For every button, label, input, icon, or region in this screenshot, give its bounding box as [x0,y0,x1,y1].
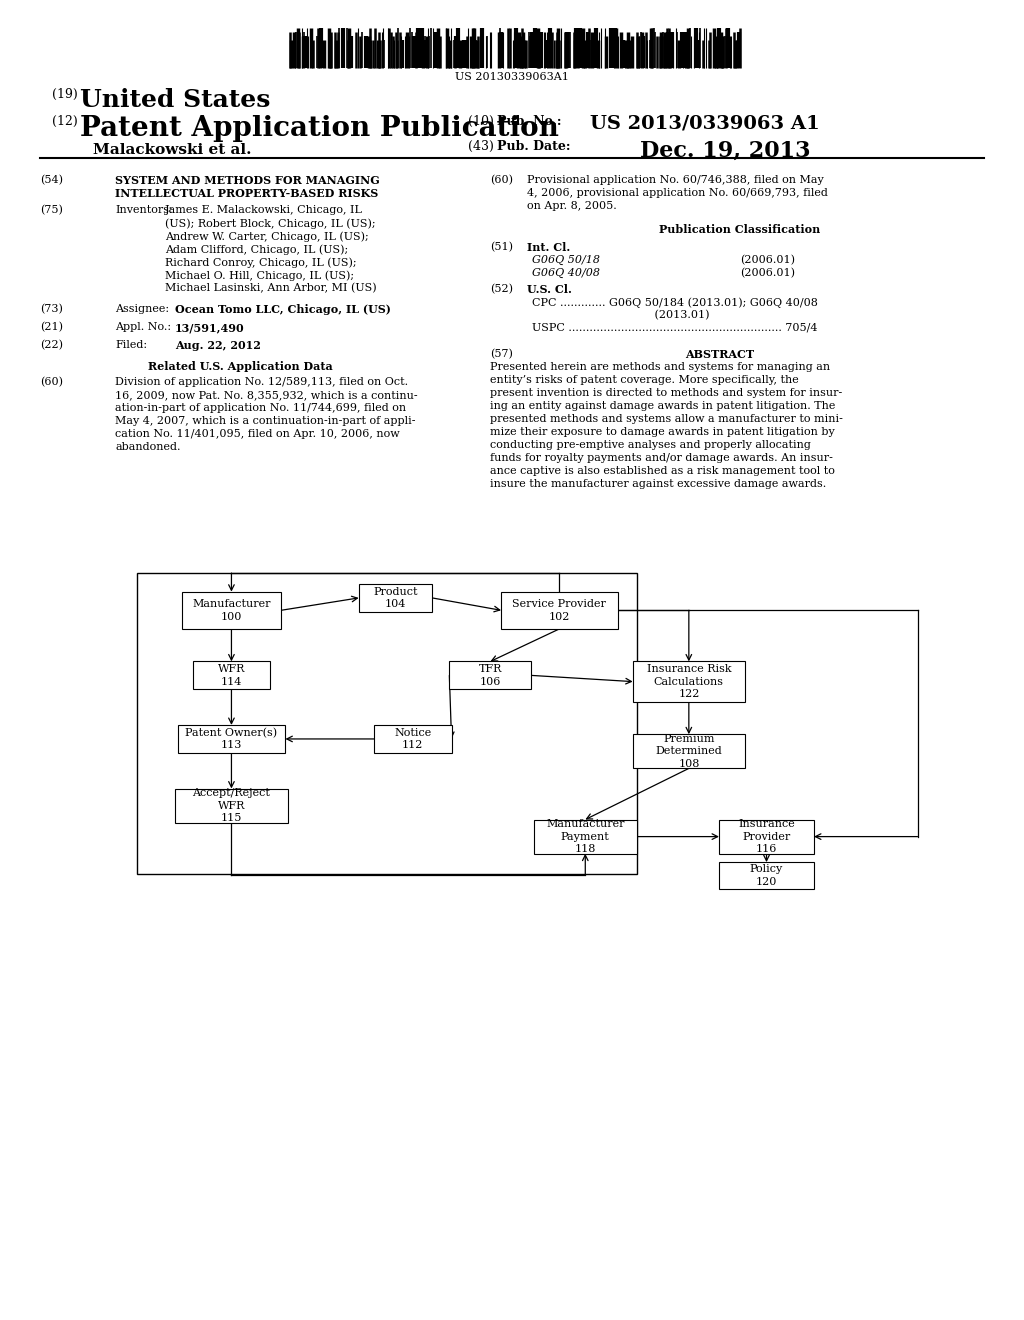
Text: (2006.01): (2006.01) [740,268,795,279]
Bar [136,573,637,874]
Text: Michael O. Hill, Chicago, IL (US);: Michael O. Hill, Chicago, IL (US); [165,271,354,281]
Text: (73): (73) [40,304,62,314]
Text: (2013.01): (2013.01) [532,310,710,321]
Text: Int. Cl.: Int. Cl. [527,242,570,253]
Text: G06Q 50/18: G06Q 50/18 [532,255,600,265]
Bar [633,734,744,768]
Bar [719,862,814,888]
Text: SYSTEM AND METHODS FOR MANAGING: SYSTEM AND METHODS FOR MANAGING [115,176,380,186]
Text: mize their exposure to damage awards in patent litigation by: mize their exposure to damage awards in … [490,426,835,437]
Text: Assignee:: Assignee: [115,304,169,314]
Text: May 4, 2007, which is a continuation-in-part of appli-: May 4, 2007, which is a continuation-in-… [115,416,416,426]
Text: Related U.S. Application Data: Related U.S. Application Data [147,360,333,372]
Text: Dec. 19, 2013: Dec. 19, 2013 [640,140,811,162]
Bar [177,725,286,752]
Text: US 20130339063A1: US 20130339063A1 [455,73,569,82]
Text: Presented herein are methods and systems for managing an: Presented herein are methods and systems… [490,362,830,372]
Text: Aug. 22, 2012: Aug. 22, 2012 [175,341,261,351]
Text: (60): (60) [40,378,63,387]
Text: (60): (60) [490,176,513,185]
Text: Pub. Date:: Pub. Date: [497,140,570,153]
Text: (51): (51) [490,242,513,252]
Text: INTELLECTUAL PROPERTY-BASED RISKS: INTELLECTUAL PROPERTY-BASED RISKS [115,187,378,199]
Text: Inventors:: Inventors: [115,205,173,215]
Text: Malackowski et al.: Malackowski et al. [93,143,252,157]
Bar [534,820,637,854]
Bar [501,591,617,628]
Text: (54): (54) [40,176,63,185]
Text: Publication Classification: Publication Classification [659,224,820,235]
Text: Insurance Risk
Calculations
122: Insurance Risk Calculations 122 [646,664,731,700]
Text: Andrew W. Carter, Chicago, IL (US);: Andrew W. Carter, Chicago, IL (US); [165,231,369,242]
Text: present invention is directed to methods and system for insur-: present invention is directed to methods… [490,388,843,399]
Text: abandoned.: abandoned. [115,442,180,451]
Bar [633,661,744,702]
Text: (US); Robert Block, Chicago, IL (US);: (US); Robert Block, Chicago, IL (US); [165,218,376,228]
Text: James E. Malackowski, Chicago, IL: James E. Malackowski, Chicago, IL [165,205,362,215]
Text: (19): (19) [52,88,78,102]
Text: Manufacturer
Payment
118: Manufacturer Payment 118 [546,820,625,854]
Text: (12): (12) [52,115,78,128]
Text: Filed:: Filed: [115,341,147,350]
Text: Accept/Reject
WFR
115: Accept/Reject WFR 115 [193,788,270,822]
Text: Product
104: Product 104 [373,586,418,609]
Text: Michael Lasinski, Ann Arbor, MI (US): Michael Lasinski, Ann Arbor, MI (US) [165,282,377,293]
Bar [182,591,281,628]
Text: ing an entity against damage awards in patent litigation. The: ing an entity against damage awards in p… [490,401,836,411]
Text: Insurance
Provider
116: Insurance Provider 116 [738,820,795,854]
Text: CPC ............. G06Q 50/184 (2013.01); G06Q 40/08: CPC ............. G06Q 50/184 (2013.01);… [532,297,818,308]
Bar [358,583,432,612]
Text: on Apr. 8, 2005.: on Apr. 8, 2005. [527,201,616,211]
Bar [719,820,814,854]
Text: USPC ............................................................. 705/4: USPC ...................................… [532,323,817,333]
Text: Premium
Determined
108: Premium Determined 108 [655,734,722,768]
Text: Appl. No.:: Appl. No.: [115,322,171,333]
Text: (22): (22) [40,341,63,350]
Text: entity’s risks of patent coverage. More specifically, the: entity’s risks of patent coverage. More … [490,375,799,385]
Text: Patent Owner(s)
113: Patent Owner(s) 113 [185,727,278,750]
Text: (57): (57) [490,348,513,359]
Text: U.S. Cl.: U.S. Cl. [527,284,571,294]
Text: ABSTRACT: ABSTRACT [685,348,755,360]
Text: 4, 2006, provisional application No. 60/669,793, filed: 4, 2006, provisional application No. 60/… [527,187,827,198]
Text: (43): (43) [468,140,494,153]
Text: insure the manufacturer against excessive damage awards.: insure the manufacturer against excessiv… [490,479,826,488]
Text: funds for royalty payments and/or damage awards. An insur-: funds for royalty payments and/or damage… [490,453,833,463]
Bar [374,725,452,752]
Text: Division of application No. 12/589,113, filed on Oct.: Division of application No. 12/589,113, … [115,378,409,387]
Text: 16, 2009, now Pat. No. 8,355,932, which is a continu-: 16, 2009, now Pat. No. 8,355,932, which … [115,389,418,400]
Text: Notice
112: Notice 112 [394,727,431,750]
Text: United States: United States [80,88,270,112]
Text: US 2013/0339063 A1: US 2013/0339063 A1 [590,115,820,133]
Text: WFR
114: WFR 114 [218,664,245,686]
Text: Patent Application Publication: Patent Application Publication [80,115,559,143]
Text: (52): (52) [490,284,513,294]
Text: Ocean Tomo LLC, Chicago, IL (US): Ocean Tomo LLC, Chicago, IL (US) [175,304,391,315]
Bar [450,661,531,689]
Text: conducting pre-emptive analyses and properly allocating: conducting pre-emptive analyses and prop… [490,440,811,450]
Text: ation-in-part of application No. 11/744,699, filed on: ation-in-part of application No. 11/744,… [115,403,407,413]
Text: TFR
106: TFR 106 [478,664,502,686]
Text: Provisional application No. 60/746,388, filed on May: Provisional application No. 60/746,388, … [527,176,823,185]
Text: Service Provider
102: Service Provider 102 [512,599,606,622]
Text: Richard Conroy, Chicago, IL (US);: Richard Conroy, Chicago, IL (US); [165,257,356,268]
Text: Pub. No.:: Pub. No.: [497,115,561,128]
Text: (10): (10) [468,115,494,128]
Text: (21): (21) [40,322,63,333]
Text: (75): (75) [40,205,62,215]
Text: Policy
120: Policy 120 [750,865,783,887]
Text: ance captive is also established as a risk management tool to: ance captive is also established as a ri… [490,466,835,477]
Text: (2006.01): (2006.01) [740,255,795,265]
Text: 13/591,490: 13/591,490 [175,322,245,333]
Text: Adam Clifford, Chicago, IL (US);: Adam Clifford, Chicago, IL (US); [165,244,348,255]
Bar [175,788,288,822]
Text: G06Q 40/08: G06Q 40/08 [532,268,600,279]
Text: presented methods and systems allow a manufacturer to mini-: presented methods and systems allow a ma… [490,414,843,424]
Text: Manufacturer
100: Manufacturer 100 [193,599,270,622]
Bar [193,661,270,689]
Text: cation No. 11/401,095, filed on Apr. 10, 2006, now: cation No. 11/401,095, filed on Apr. 10,… [115,429,399,440]
